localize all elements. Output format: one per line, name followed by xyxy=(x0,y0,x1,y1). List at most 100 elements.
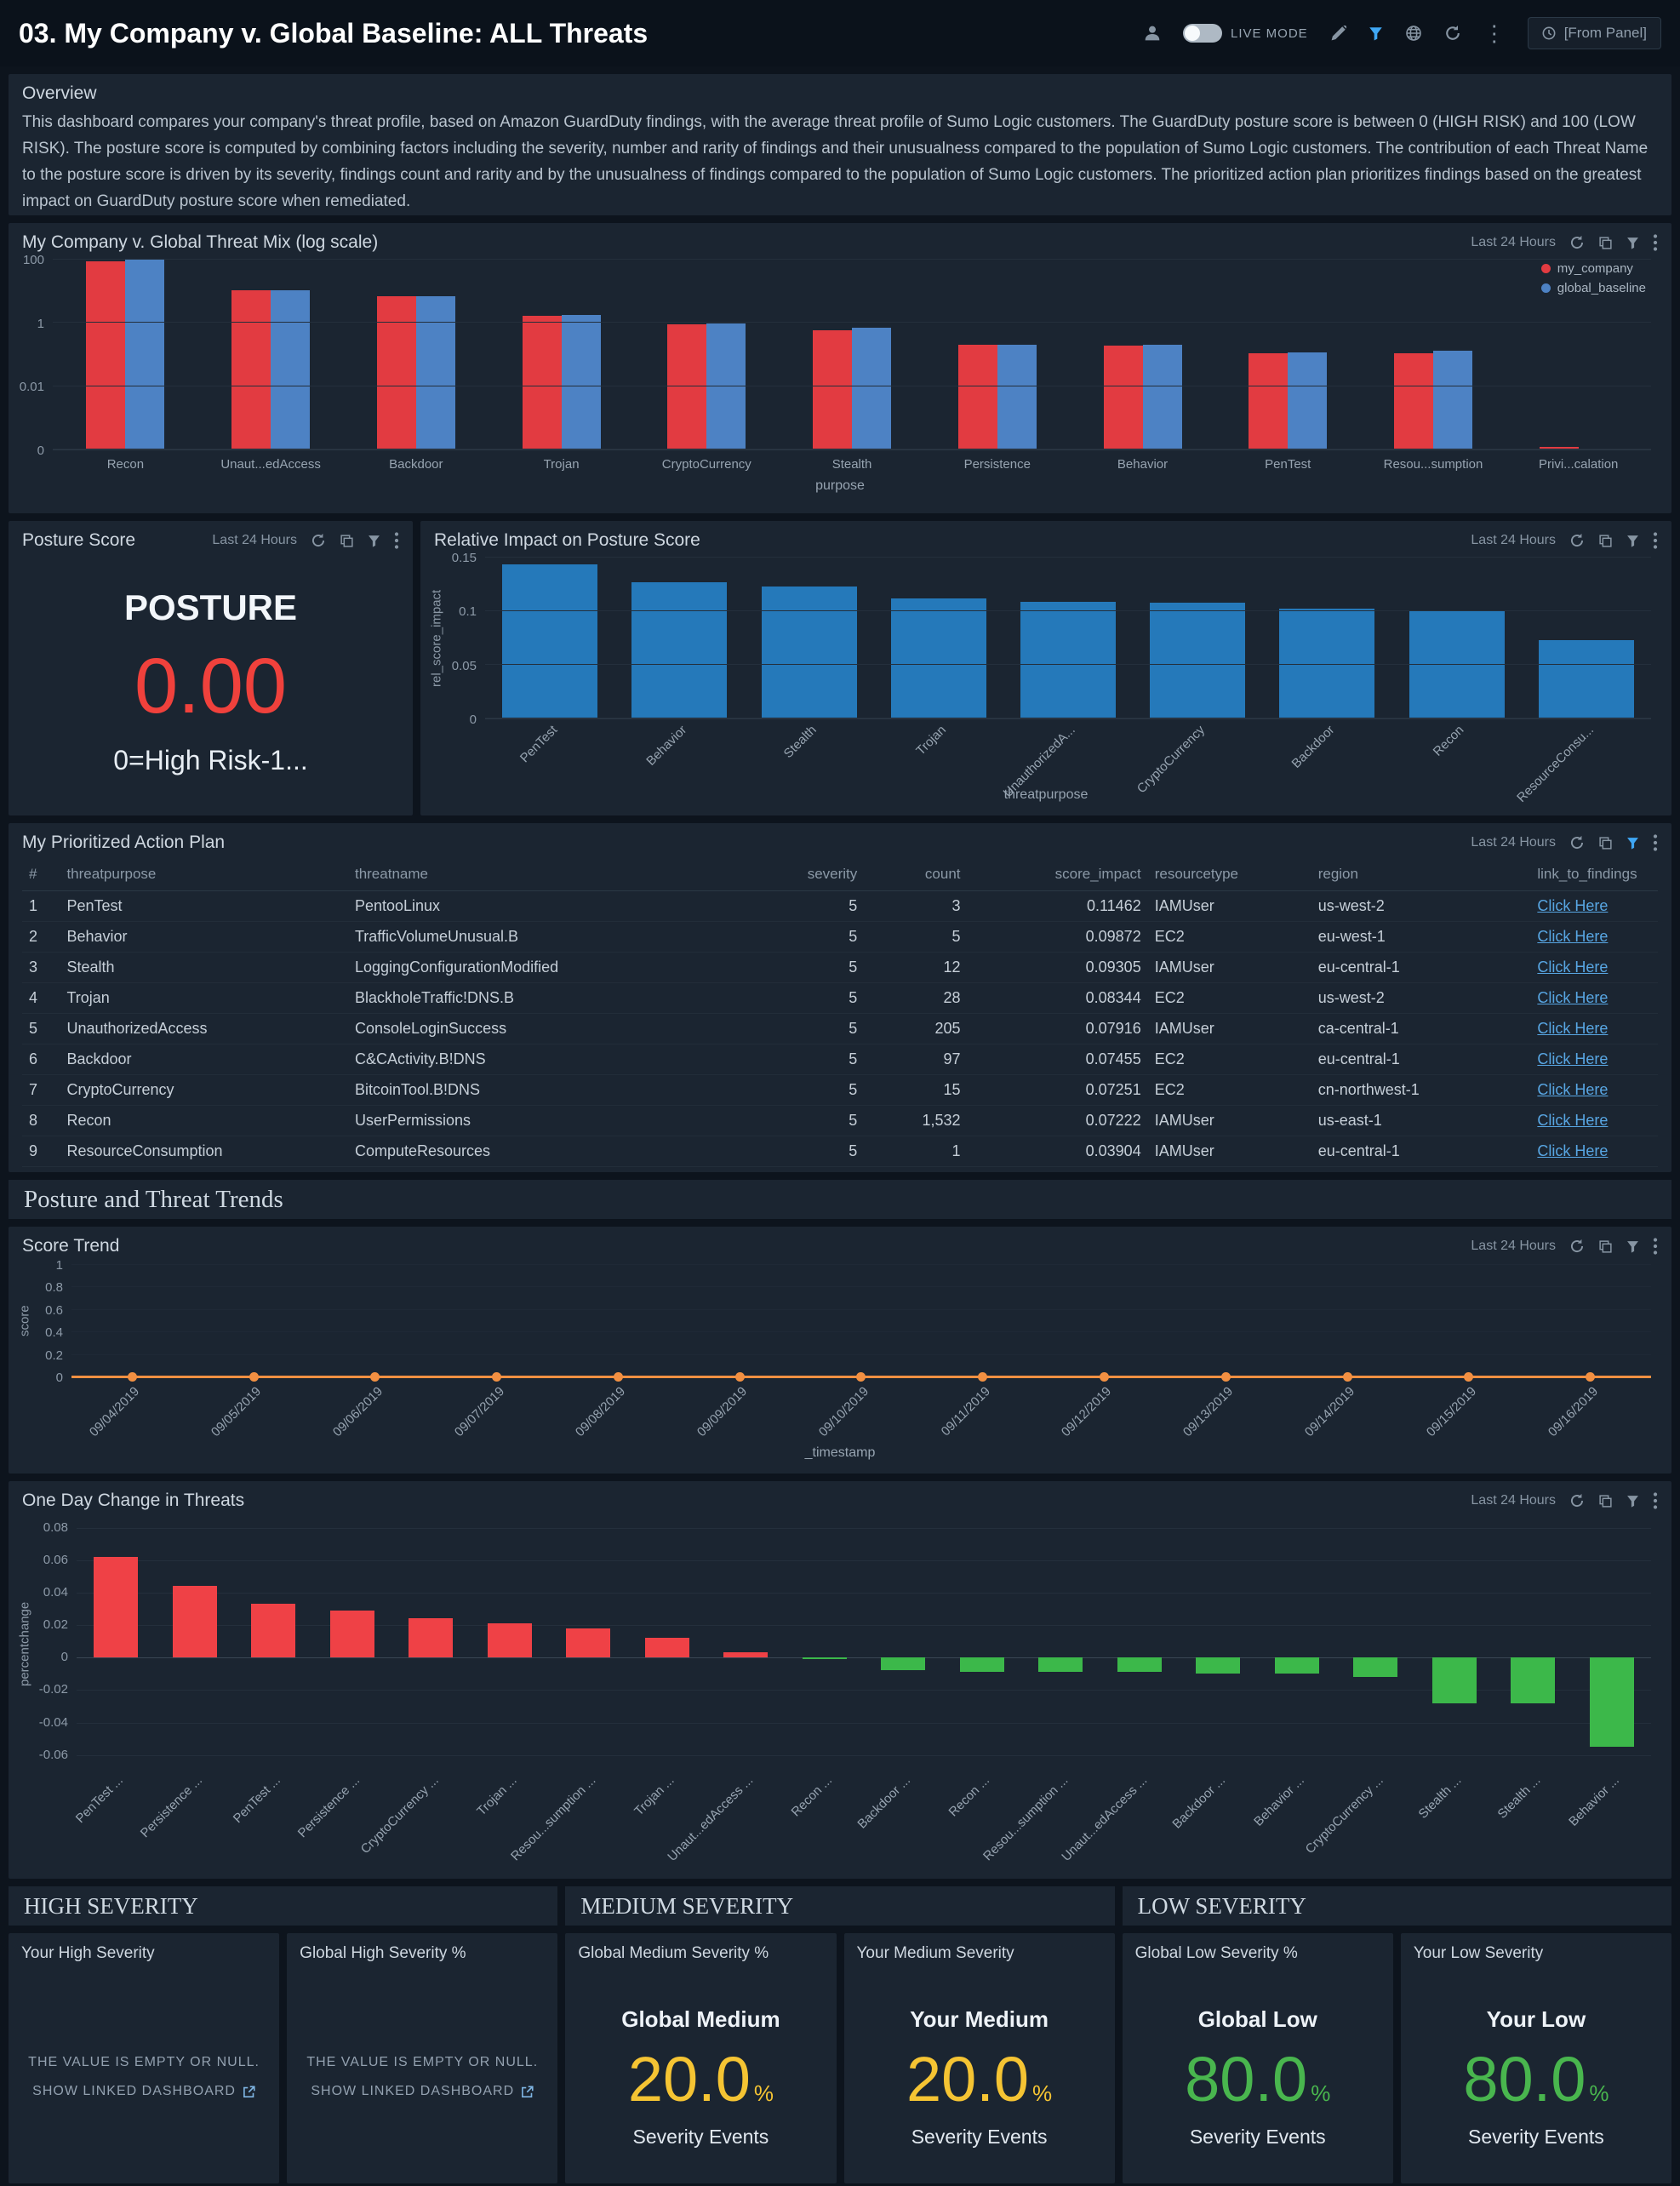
threat-mix-bar[interactable] xyxy=(1249,352,1289,449)
threat-mix-bar[interactable] xyxy=(1393,352,1433,449)
change-bar[interactable] xyxy=(1589,1657,1634,1748)
filter-icon[interactable] xyxy=(1626,1240,1639,1253)
threat-mix-bar[interactable] xyxy=(852,328,892,449)
threat-mix-bar[interactable] xyxy=(1432,351,1472,449)
change-bar[interactable] xyxy=(172,1586,217,1658)
threat-mix-bar[interactable] xyxy=(706,323,746,449)
link-to-findings[interactable]: Click Here xyxy=(1537,959,1609,976)
threat-mix-bar[interactable] xyxy=(1539,447,1579,449)
data-point[interactable] xyxy=(1586,1372,1596,1382)
threat-mix-bar[interactable] xyxy=(125,260,165,449)
data-point[interactable] xyxy=(1464,1372,1474,1382)
change-bar[interactable] xyxy=(1431,1657,1477,1703)
threat-mix-bar[interactable] xyxy=(667,324,707,449)
change-bar[interactable] xyxy=(1196,1657,1241,1674)
refresh-icon[interactable] xyxy=(1444,25,1461,42)
kebab-menu-icon[interactable] xyxy=(1653,1238,1658,1255)
filter-icon[interactable] xyxy=(1626,1495,1639,1508)
kebab-menu-icon[interactable] xyxy=(1653,234,1658,251)
globe-icon[interactable] xyxy=(1405,25,1422,42)
time-range-label[interactable]: Last 24 Hours xyxy=(1471,235,1556,249)
time-range-label[interactable]: Last 24 Hours xyxy=(1471,1239,1556,1253)
change-bar[interactable] xyxy=(251,1604,296,1658)
change-bar[interactable] xyxy=(409,1618,454,1658)
linked-dashboard-link[interactable]: SHOW LINKED DASHBOARD xyxy=(32,2084,255,2099)
change-bar[interactable] xyxy=(1353,1657,1398,1678)
data-point[interactable] xyxy=(127,1372,137,1382)
threat-mix-bar[interactable] xyxy=(561,314,601,449)
refresh-icon[interactable] xyxy=(1569,835,1585,850)
kebab-menu-icon[interactable]: ⋮ xyxy=(1483,20,1506,46)
legend-item[interactable]: global_baseline xyxy=(1540,281,1646,295)
copy-icon[interactable] xyxy=(1598,1239,1613,1254)
data-point[interactable] xyxy=(1220,1372,1231,1382)
time-range-label[interactable]: Last 24 Hours xyxy=(1471,835,1556,850)
threat-mix-bar[interactable] xyxy=(997,344,1037,449)
data-point[interactable] xyxy=(370,1372,380,1382)
impact-bar[interactable] xyxy=(1409,611,1505,718)
copy-icon[interactable] xyxy=(1598,534,1613,548)
change-bar[interactable] xyxy=(959,1657,1004,1673)
refresh-icon[interactable] xyxy=(311,533,326,548)
time-range-label[interactable]: Last 24 Hours xyxy=(1471,1493,1556,1508)
impact-bar[interactable] xyxy=(761,587,857,718)
data-point[interactable] xyxy=(978,1372,988,1382)
link-to-findings[interactable]: Click Here xyxy=(1537,1112,1609,1129)
threat-mix-bar[interactable] xyxy=(376,295,416,449)
copy-icon[interactable] xyxy=(1598,236,1613,250)
legend-item[interactable]: my_company xyxy=(1540,261,1646,276)
link-to-findings[interactable]: Click Here xyxy=(1537,1142,1609,1159)
copy-icon[interactable] xyxy=(1598,1494,1613,1508)
kebab-menu-icon[interactable] xyxy=(1653,532,1658,549)
impact-bar[interactable] xyxy=(502,564,598,718)
filter-icon[interactable] xyxy=(1626,837,1639,850)
data-point[interactable] xyxy=(856,1372,866,1382)
time-range-label[interactable]: Last 24 Hours xyxy=(212,533,297,547)
link-to-findings[interactable]: Click Here xyxy=(1537,1081,1609,1098)
toggle-knob[interactable] xyxy=(1183,24,1222,43)
change-bar[interactable] xyxy=(723,1652,769,1658)
filter-icon[interactable] xyxy=(1626,535,1639,547)
data-point[interactable] xyxy=(492,1372,502,1382)
refresh-icon[interactable] xyxy=(1569,1239,1585,1254)
user-icon[interactable] xyxy=(1144,25,1161,42)
threat-mix-bar[interactable] xyxy=(813,329,853,449)
change-bar[interactable] xyxy=(881,1657,926,1671)
time-range-label[interactable]: Last 24 Hours xyxy=(1471,533,1556,547)
threat-mix-bar[interactable] xyxy=(1288,352,1328,449)
change-bar[interactable] xyxy=(566,1628,611,1658)
link-to-findings[interactable]: Click Here xyxy=(1537,928,1609,945)
from-panel-select[interactable]: [From Panel] xyxy=(1527,17,1661,49)
change-bar[interactable] xyxy=(329,1610,374,1658)
change-bar[interactable] xyxy=(644,1638,689,1658)
refresh-icon[interactable] xyxy=(1569,235,1585,250)
filter-icon[interactable] xyxy=(1369,26,1383,41)
data-point[interactable] xyxy=(1342,1372,1352,1382)
impact-bar[interactable] xyxy=(1150,602,1246,718)
link-to-findings[interactable]: Click Here xyxy=(1537,897,1609,914)
impact-bar[interactable] xyxy=(631,581,728,718)
threat-mix-bar[interactable] xyxy=(231,289,271,449)
data-point[interactable] xyxy=(249,1372,259,1382)
data-point[interactable] xyxy=(734,1372,745,1382)
threat-mix-bar[interactable] xyxy=(415,295,455,449)
change-bar[interactable] xyxy=(1038,1657,1083,1673)
kebab-menu-icon[interactable] xyxy=(1653,834,1658,851)
threat-mix-bar[interactable] xyxy=(86,260,126,449)
copy-icon[interactable] xyxy=(340,534,354,548)
impact-bar[interactable] xyxy=(1020,601,1116,718)
data-point[interactable] xyxy=(1100,1372,1109,1382)
threat-mix-bar[interactable] xyxy=(957,345,997,449)
data-point[interactable] xyxy=(613,1372,623,1382)
threat-mix-bar[interactable] xyxy=(1142,344,1182,449)
impact-bar[interactable] xyxy=(1538,640,1634,718)
kebab-menu-icon[interactable] xyxy=(394,532,399,549)
kebab-menu-icon[interactable] xyxy=(1653,1492,1658,1509)
copy-icon[interactable] xyxy=(1598,836,1613,850)
threat-mix-bar[interactable] xyxy=(1103,346,1143,449)
change-bar[interactable] xyxy=(94,1556,139,1658)
link-to-findings[interactable]: Click Here xyxy=(1537,989,1609,1006)
impact-bar[interactable] xyxy=(1279,609,1375,718)
change-bar[interactable] xyxy=(487,1623,532,1658)
refresh-icon[interactable] xyxy=(1569,1493,1585,1508)
